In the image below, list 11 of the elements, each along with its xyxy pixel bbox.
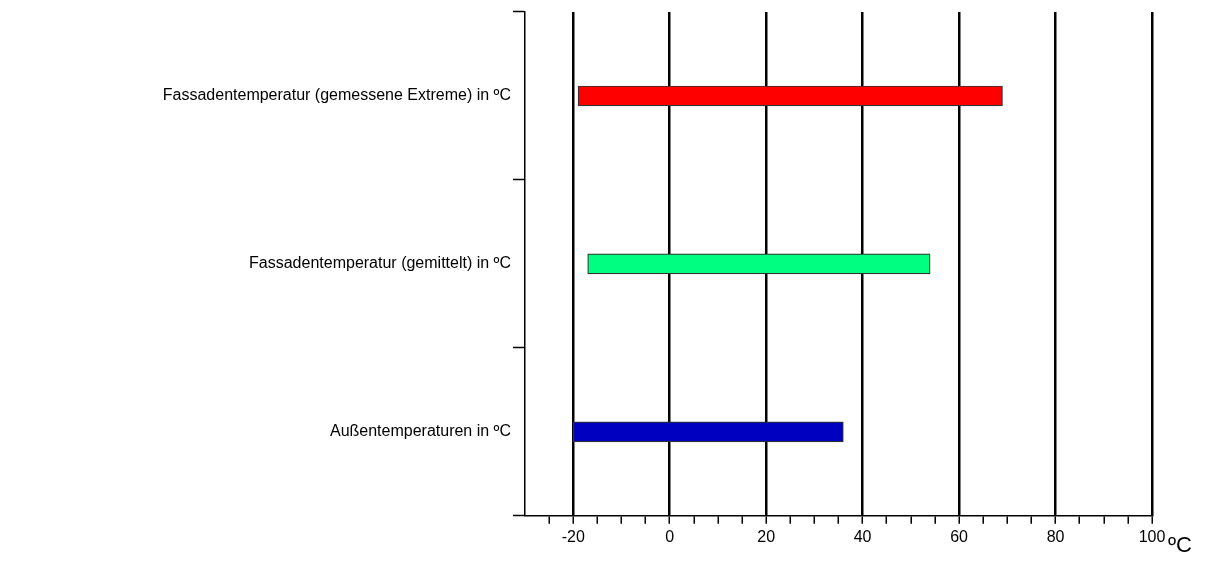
x-tick-label: 60 — [950, 527, 969, 545]
y-tick-label: Außentemperaturen in ºC — [329, 422, 511, 440]
x-tick-label: 80 — [1046, 527, 1065, 545]
x-tick-label: 40 — [853, 527, 872, 545]
x-axis-title: ºC — [1168, 531, 1193, 557]
x-tick-label: 0 — [665, 527, 675, 545]
x-tick-label: 100 — [1138, 527, 1166, 545]
x-tick-label: -20 — [561, 527, 585, 545]
y-tick-label: Fassadentemperatur (gemittelt) in ºC — [249, 254, 511, 272]
x-tick-label: 20 — [757, 527, 776, 545]
y-tick-label: Fassadentemperatur (gemessene Extreme) in ºC — [162, 86, 511, 104]
